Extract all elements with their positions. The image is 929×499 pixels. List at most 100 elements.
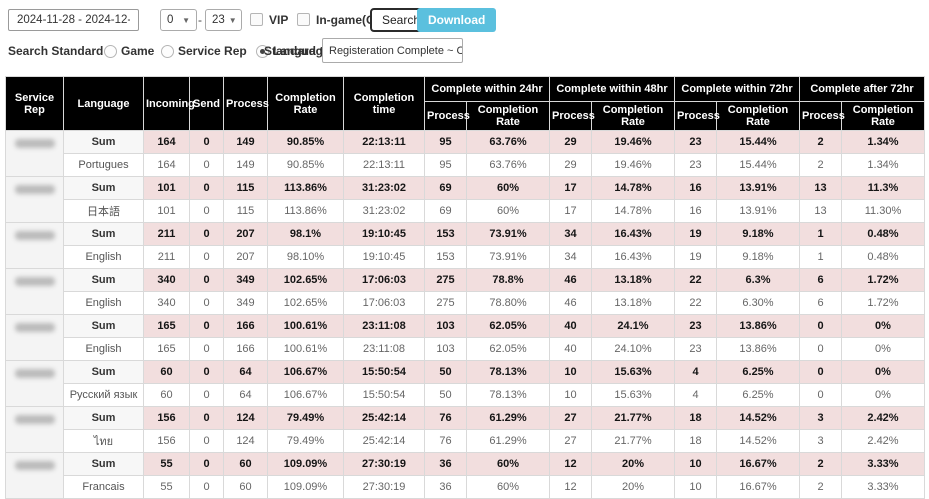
radio-language-label[interactable]: Language	[273, 44, 330, 58]
cell-w24-rate: 63.76%	[466, 130, 550, 154]
download-button[interactable]: Download	[417, 8, 497, 32]
cell-w72-process: 23	[674, 337, 717, 361]
cell-incoming: 101	[143, 176, 190, 200]
cell-a72-rate: 1.72%	[841, 291, 925, 315]
table-row-sum: Sum 165 0 166 100.61% 23:11:08 103 62.05% 40 24.1…	[5, 314, 925, 361]
cell-w48-rate: 21.77%	[591, 406, 675, 430]
cell-completion-rate: 90.85%	[267, 130, 344, 154]
radio-service-rep[interactable]	[161, 45, 174, 58]
cell-w24-rate: 60%	[466, 475, 550, 499]
sub-col-rate: Completion Rate	[841, 101, 925, 131]
cell-w48-rate: 13.18%	[591, 268, 675, 292]
ingame-checkbox[interactable]	[297, 13, 310, 26]
cell-w72-process: 23	[674, 153, 717, 177]
cell-send: 0	[189, 268, 224, 292]
cell-send: 0	[189, 222, 224, 246]
hour-from-value: 0	[167, 14, 174, 26]
cell-completion-rate: 100.61%	[267, 337, 344, 361]
cell-w72-rate: 15.44%	[716, 130, 800, 154]
service-rep-redacted	[14, 461, 55, 470]
cell-completion-time: 19:10:45	[343, 245, 425, 269]
cell-completion-time: 23:11:08	[343, 314, 425, 338]
hour-to-select[interactable]: 23 ▼	[205, 9, 242, 31]
table-row-language: English 165 0 166 100.61% 23:11:08 103 62.05% 40…	[6, 337, 925, 361]
language-cell: English	[63, 245, 144, 269]
cell-process: 207	[223, 222, 268, 246]
service-rep-cell	[5, 314, 64, 361]
date-range-input[interactable]	[8, 9, 139, 31]
sum-label-cell: Sum	[63, 176, 144, 200]
cell-w72-rate: 16.67%	[716, 475, 800, 499]
cell-a72-rate: 3.33%	[841, 452, 925, 476]
col-language: Language	[63, 76, 144, 131]
cell-w24-rate: 73.91%	[466, 245, 550, 269]
cell-w24-rate: 60%	[466, 176, 550, 200]
cell-completion-rate: 98.10%	[267, 245, 344, 269]
cell-completion-time: 31:23:02	[343, 199, 425, 223]
radio-game[interactable]	[104, 45, 117, 58]
sum-label-cell: Sum	[63, 452, 144, 476]
cell-w48-rate: 16.43%	[591, 245, 675, 269]
cell-completion-time: 15:50:54	[343, 383, 425, 407]
cell-a72-process: 6	[799, 291, 842, 315]
cell-w72-process: 19	[674, 222, 717, 246]
cell-w72-process: 16	[674, 176, 717, 200]
language-cell: Русский язык	[63, 383, 144, 407]
cell-w72-rate: 9.18%	[716, 245, 800, 269]
cell-a72-process: 13	[799, 176, 842, 200]
cell-w72-process: 22	[674, 268, 717, 292]
cell-a72-process: 2	[799, 452, 842, 476]
cell-a72-process: 0	[799, 337, 842, 361]
cell-a72-rate: 0%	[841, 383, 925, 407]
cell-a72-process: 0	[799, 360, 842, 384]
sub-col-rate: Completion Rate	[466, 101, 550, 131]
cell-a72-rate: 0.48%	[841, 245, 925, 269]
cell-w24-process: 76	[424, 406, 467, 430]
cell-send: 0	[189, 153, 224, 177]
cell-w72-process: 23	[674, 314, 717, 338]
cell-process: 349	[223, 291, 268, 315]
cell-a72-rate: 2.42%	[841, 429, 925, 453]
cell-w48-process: 17	[549, 199, 592, 223]
cell-w48-process: 17	[549, 176, 592, 200]
cell-w72-process: 18	[674, 406, 717, 430]
cell-a72-process: 3	[799, 406, 842, 430]
cell-a72-rate: 1.34%	[841, 130, 925, 154]
cell-incoming: 101	[143, 199, 190, 223]
radio-game-label[interactable]: Game	[121, 44, 155, 58]
cell-incoming: 165	[143, 314, 190, 338]
cell-w72-rate: 6.25%	[716, 383, 800, 407]
completion-report-table: Service Rep Language Incoming Send Proce…	[5, 76, 925, 499]
cell-w24-rate: 73.91%	[466, 222, 550, 246]
cell-send: 0	[189, 314, 224, 338]
cell-w48-process: 29	[549, 153, 592, 177]
sub-col-rate: Completion Rate	[716, 101, 800, 131]
radio-service-rep-label[interactable]: Service Rep	[178, 44, 247, 58]
cell-completion-time: 17:06:03	[343, 268, 425, 292]
cell-completion-time: 25:42:14	[343, 406, 425, 430]
cell-completion-rate: 98.1%	[267, 222, 344, 246]
cell-process: 60	[223, 452, 268, 476]
cell-w72-rate: 15.44%	[716, 153, 800, 177]
cell-a72-process: 2	[799, 153, 842, 177]
cell-a72-process: 2	[799, 130, 842, 154]
cell-w24-rate: 78.13%	[466, 360, 550, 384]
radio-language[interactable]	[256, 45, 269, 58]
cell-w72-process: 22	[674, 291, 717, 315]
cell-w72-process: 19	[674, 245, 717, 269]
cell-w24-process: 69	[424, 199, 467, 223]
cell-a72-rate: 11.3%	[841, 176, 925, 200]
cell-process: 349	[223, 268, 268, 292]
vip-checkbox[interactable]	[250, 13, 263, 26]
cell-w72-rate: 14.52%	[716, 406, 800, 430]
standard-time-select[interactable]: Registeration Complete ~ Cer	[322, 38, 463, 63]
cell-w48-process: 46	[549, 268, 592, 292]
service-rep-cell	[5, 130, 64, 177]
cell-process: 124	[223, 429, 268, 453]
cell-w48-process: 34	[549, 245, 592, 269]
cell-process: 64	[223, 360, 268, 384]
cell-w48-rate: 14.78%	[591, 176, 675, 200]
hour-from-select[interactable]: 0 ▼	[160, 9, 197, 31]
table-row-sum: Sum 211 0 207 98.1% 19:10:45 153 73.91% 34 16.43%…	[5, 222, 925, 269]
service-rep-redacted	[14, 369, 55, 378]
